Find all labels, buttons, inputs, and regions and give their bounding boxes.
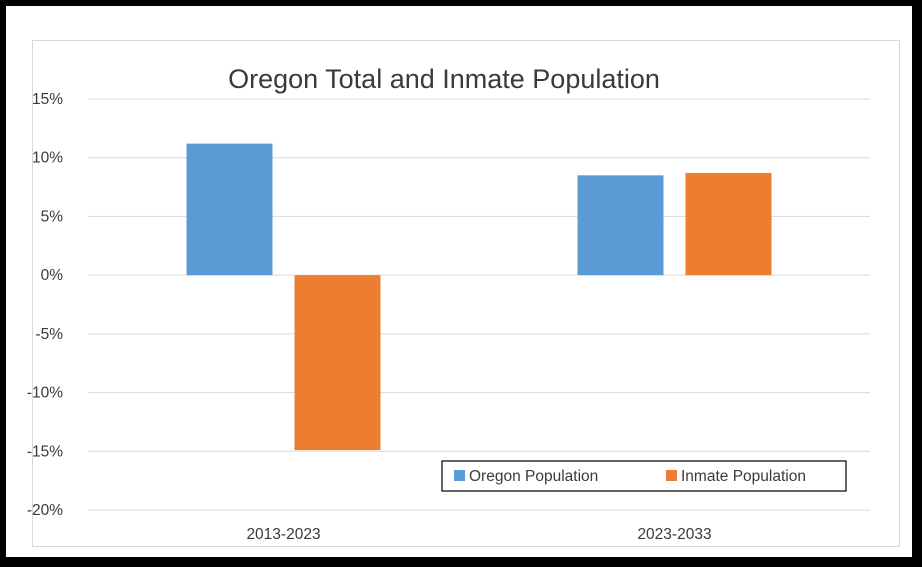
- legend-item: Inmate Population: [666, 468, 806, 485]
- legend-label: Inmate Population: [681, 468, 806, 485]
- y-tick-label: 5%: [41, 208, 64, 225]
- legend-swatch: [666, 470, 677, 481]
- x-tick-label: 2013-2023: [246, 526, 320, 543]
- bars: [186, 143, 772, 451]
- legend-box: [441, 460, 847, 492]
- chart-title: Oregon Total and Inmate Population: [228, 64, 660, 94]
- chart-frame: 15% 10% 5% 0% -5% -10% -15% -20% 2013-2023 2023-…: [6, 6, 912, 557]
- legend: Oregon Population Inmate Population: [441, 460, 847, 492]
- y-tick-label: -20%: [27, 502, 63, 519]
- bar-inmate-population: [294, 275, 381, 451]
- y-axis-ticks: 15% 10% 5% 0% -5% -10% -15% -20%: [27, 91, 63, 519]
- legend-swatch: [454, 470, 465, 481]
- x-tick-label: 2023-2033: [637, 526, 711, 543]
- y-tick-label: 0%: [41, 267, 64, 284]
- legend-item: Oregon Population: [454, 468, 598, 485]
- y-tick-label: -15%: [27, 443, 63, 460]
- y-tick-label: -10%: [27, 385, 63, 402]
- y-tick-label: 10%: [32, 150, 63, 167]
- x-axis-ticks: 2013-2023 2023-2033: [246, 526, 711, 543]
- bar-chart: 15% 10% 5% 0% -5% -10% -15% -20% 2013-2023 2023-…: [27, 64, 870, 543]
- bar-oregon-population: [186, 143, 273, 276]
- bar-inmate-population: [685, 172, 772, 276]
- bar-oregon-population: [577, 175, 664, 276]
- y-tick-label: 15%: [32, 91, 63, 108]
- y-tick-label: -5%: [35, 326, 63, 343]
- legend-label: Oregon Population: [469, 468, 598, 485]
